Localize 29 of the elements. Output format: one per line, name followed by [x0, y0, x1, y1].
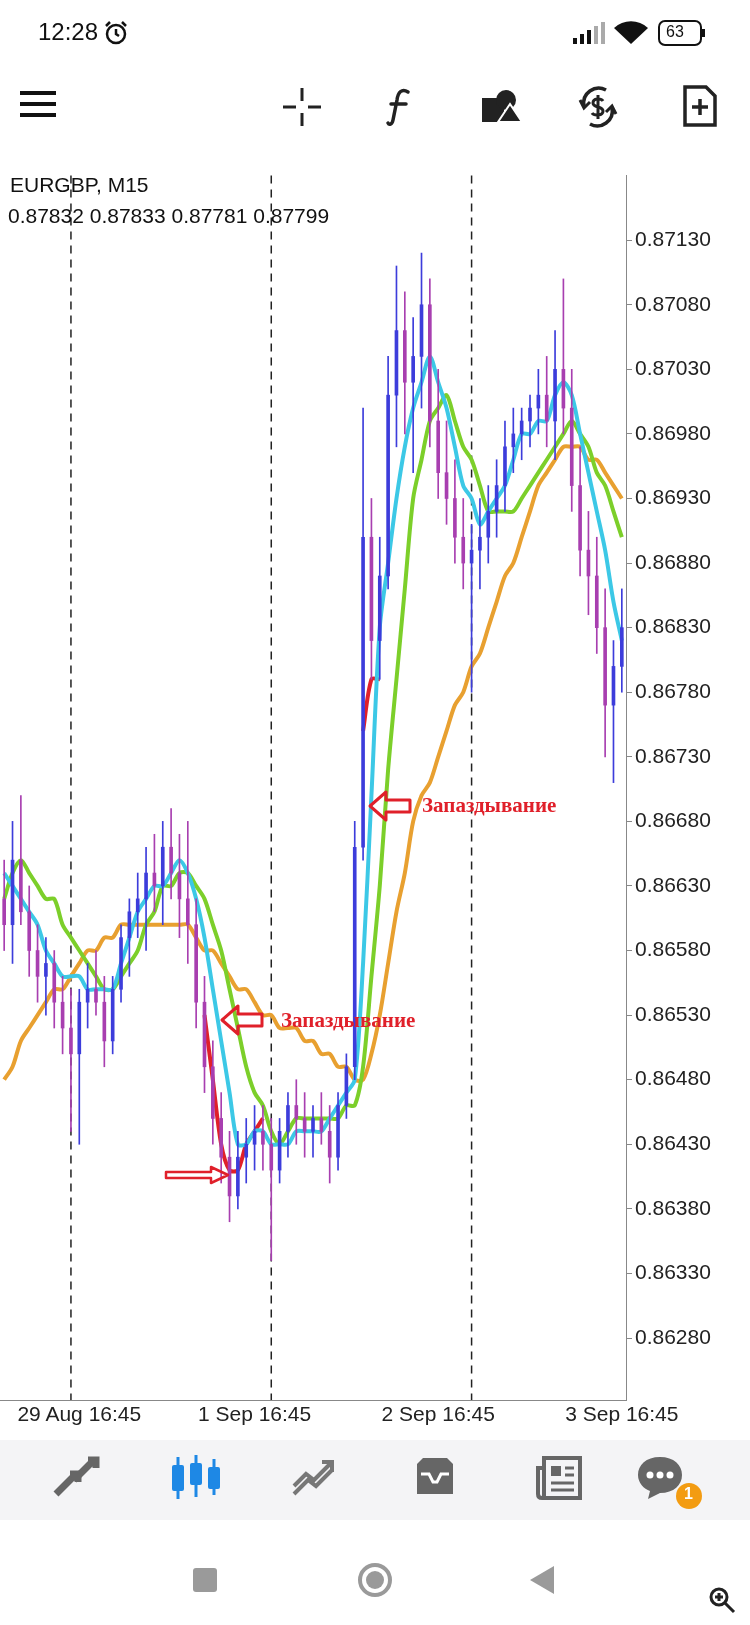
y-tick-label: 0.86880 [635, 549, 711, 573]
y-tick-label: 0.87080 [635, 291, 711, 315]
y-tick-label: 0.86330 [635, 1260, 711, 1284]
x-tick-label: 2 Sep 16:45 [381, 1402, 495, 1426]
y-tick-label: 0.86480 [635, 1066, 711, 1090]
y-tick-label: 0.86580 [635, 937, 711, 961]
y-tick-label: 0.86930 [635, 485, 711, 509]
y-tick-label: 0.86530 [635, 1001, 711, 1025]
y-tick-label: 0.86730 [635, 743, 711, 767]
text: 63 [666, 23, 684, 41]
y-tick-label: 0.86830 [635, 614, 711, 638]
y-tick-label: 0.86980 [635, 420, 711, 444]
text: 0.87832 0.87833 0.87781 0.87799 [8, 204, 330, 228]
annotation: Запаздывание [422, 793, 557, 818]
y-tick-label: 0.86630 [635, 872, 711, 896]
y-tick-label: 0.87030 [635, 356, 711, 380]
y-tick-label: 0.86680 [635, 808, 711, 832]
y-tick-label: 0.87130 [635, 226, 711, 250]
chart-title: EURGBP, M15 [10, 173, 149, 197]
x-tick-label: 1 Sep 16:45 [197, 1402, 312, 1426]
y-tick-label: 0.86430 [635, 1131, 711, 1155]
y-tick-label: 0.86380 [635, 1195, 711, 1219]
line-series [2, 444, 624, 1083]
text: 12:28 [38, 18, 99, 46]
text: 1 [684, 1485, 693, 1503]
x-tick-label: 29 Aug 16:45 [17, 1402, 142, 1426]
y-tick-label: 0.86780 [635, 679, 711, 703]
x-tick-label: 3 Sep 16:45 [565, 1402, 679, 1426]
y-tick-label: 0.86280 [635, 1324, 711, 1348]
